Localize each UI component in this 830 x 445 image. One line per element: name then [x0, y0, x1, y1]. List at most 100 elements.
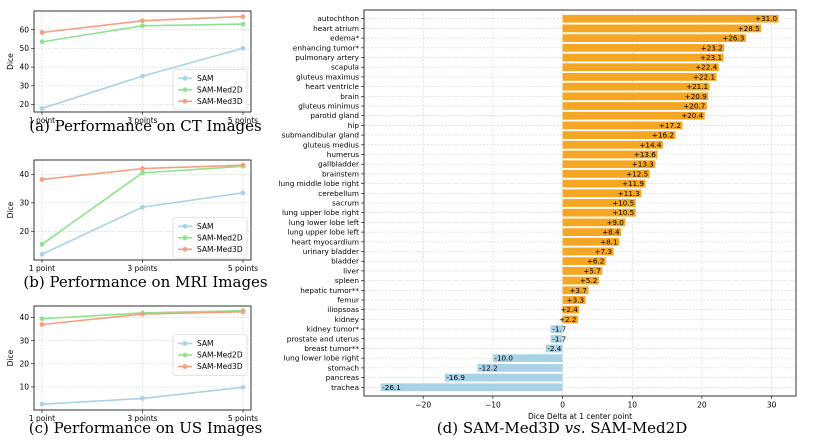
data-label: +10.5 — [612, 199, 634, 208]
legend: SAM SAM-Med2D SAM-Med3D — [172, 217, 248, 259]
y-tick-label: 40 — [19, 63, 29, 72]
category-label: femur — [337, 295, 359, 304]
y-axis-label: Dice — [6, 53, 15, 70]
legend-swatch-marker — [182, 223, 188, 229]
category-label: gallbladder — [318, 160, 359, 169]
legend-box — [172, 69, 248, 111]
bar — [562, 131, 676, 139]
data-point — [140, 204, 145, 210]
data-point — [39, 241, 45, 247]
category-label: brain — [340, 92, 359, 101]
category-label: cerebellum — [318, 189, 359, 198]
category-label: edema* — [330, 34, 359, 43]
legend-entry: SAM-Med2D — [197, 351, 243, 360]
y-tick-label: 30 — [19, 81, 29, 90]
data-label: -1.7 — [552, 325, 566, 334]
data-label: +17.2 — [659, 121, 681, 130]
line-chart-a: 20 30 40 50 60 1 point 3 points 5 points Dice SAM… — [6, 10, 262, 135]
data-label: +20.4 — [681, 111, 703, 120]
legend-swatch-marker — [182, 352, 188, 358]
category-label: lung upper lobe left — [287, 228, 359, 237]
data-label: +5.7 — [583, 266, 600, 275]
x-tick-label: 5 points — [228, 264, 258, 273]
bar — [562, 257, 606, 266]
y-tick-label: 30 — [19, 336, 29, 345]
category-label: prostate and uterus — [287, 334, 359, 343]
data-label: +23.2 — [701, 43, 723, 52]
y-tick-label: 20 — [19, 359, 29, 368]
x-tick-label: 30 — [767, 401, 777, 410]
line-chart-b: 20 30 40 1 point 3 points 5 points Dice SAM SAM-… — [6, 159, 268, 291]
bar — [562, 121, 683, 130]
category-label: scapula — [331, 63, 359, 72]
bar — [562, 14, 779, 23]
bar — [562, 160, 656, 169]
data-point — [140, 166, 145, 171]
legend-entry: SAM-Med2D — [197, 85, 243, 94]
category-label: parotid gland — [310, 111, 359, 120]
data-label: +13.3 — [632, 160, 654, 169]
data-point — [140, 73, 145, 79]
x-tick-label: 5 points — [228, 116, 258, 125]
x-tick-label: 3 points — [127, 116, 157, 125]
data-point — [140, 170, 145, 176]
category-label: liver — [343, 266, 359, 275]
data-point — [39, 401, 45, 407]
category-label: kidney tumor* — [307, 325, 360, 334]
data-label: +21.1 — [686, 82, 708, 91]
data-label: -1.7 — [552, 334, 566, 343]
bar — [562, 53, 724, 62]
bar — [562, 247, 614, 256]
data-point — [240, 190, 246, 196]
category-label: lung lower lobe right — [283, 354, 359, 363]
data-point — [140, 396, 145, 401]
data-point — [39, 177, 45, 182]
category-label: submandibular gland — [282, 131, 359, 140]
category-label: gluteus medius — [303, 140, 359, 149]
data-label: -2.4 — [547, 344, 561, 353]
data-point — [39, 39, 45, 45]
legend-entry: SAM — [197, 339, 214, 348]
category-label: spleen — [335, 276, 359, 285]
category-label: pancreas — [326, 373, 360, 382]
data-label: +3.3 — [567, 295, 584, 304]
bar — [562, 267, 603, 275]
y-tick-label: 30 — [19, 198, 29, 207]
category-label: kidney — [335, 315, 360, 324]
data-point — [140, 18, 145, 24]
x-tick-label: 1 point — [29, 264, 55, 273]
bar — [562, 276, 599, 285]
legend-swatch-marker — [182, 341, 188, 346]
bar — [562, 228, 622, 236]
category-label: hip — [348, 121, 360, 130]
category-label: lung upper lobe right — [282, 208, 359, 217]
category-label: iliopsoas — [327, 305, 359, 314]
legend-entry: SAM-Med2D — [197, 233, 243, 242]
bar — [492, 354, 563, 363]
x-tick-label: 0 — [560, 401, 565, 410]
data-point — [39, 322, 45, 327]
x-tick-label: 20 — [697, 401, 707, 410]
legend-box — [172, 334, 248, 376]
legend-swatch-marker — [182, 98, 188, 104]
legend-swatch-marker — [182, 235, 188, 241]
bar — [562, 170, 650, 178]
data-point — [240, 162, 246, 168]
x-tick-label: 3 points — [127, 264, 157, 273]
data-label: +20.7 — [683, 102, 705, 111]
caption-prefix: (d) SAM-Med3D — [437, 419, 565, 437]
category-label: heart myocardium — [292, 237, 359, 246]
bar — [562, 92, 709, 101]
legend-entry: SAM-Med3D — [197, 245, 243, 254]
chart-caption: (a) Performance on CT Images — [29, 117, 262, 135]
category-label: autochthon — [317, 14, 359, 23]
bar-chart-d: +31.0 autochthon +28.5 heart atrium +26.3 ede… — [278, 9, 797, 437]
y-tick-label: 40 — [19, 313, 29, 322]
data-label: +16.2 — [652, 131, 674, 140]
category-label: enhancing tumor* — [293, 43, 360, 52]
y-axis-label: Dice — [6, 201, 15, 218]
data-point — [39, 251, 45, 257]
legend-entry: SAM — [197, 222, 214, 231]
bar — [477, 363, 563, 372]
category-label: heart atrium — [313, 24, 359, 33]
